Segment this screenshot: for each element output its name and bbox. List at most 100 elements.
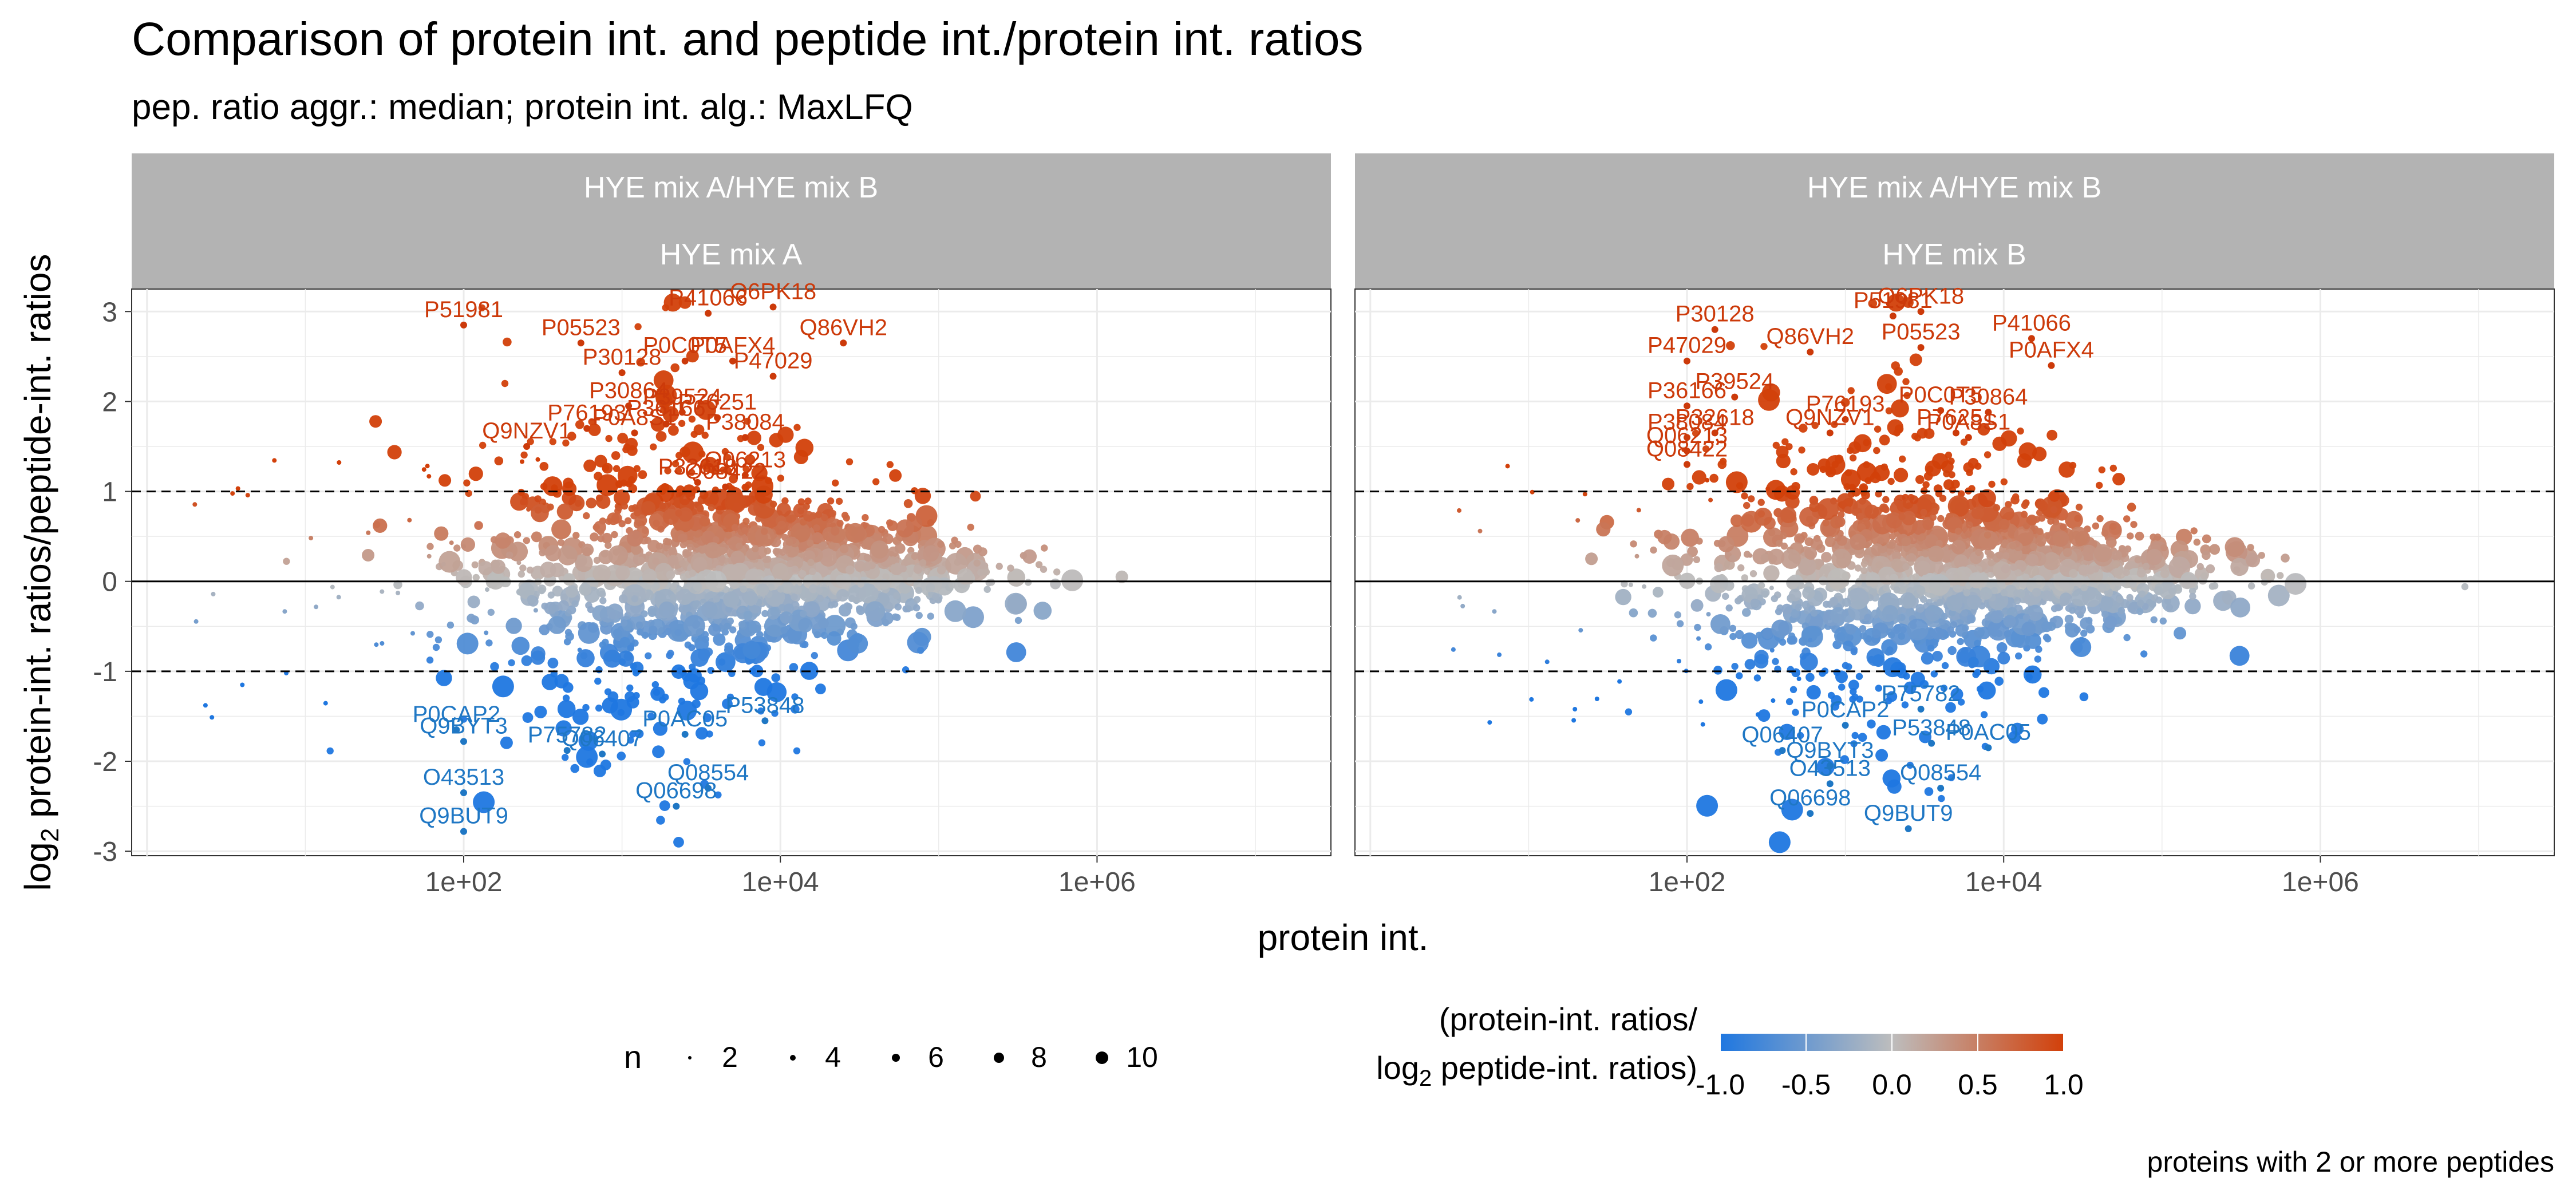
protein-label: O43513 (423, 765, 504, 790)
data-point (578, 730, 599, 751)
protein-label: P38084 (706, 409, 785, 434)
data-point (1821, 552, 1832, 563)
data-point (1726, 341, 1735, 350)
data-point (1650, 634, 1657, 642)
data-point (1628, 582, 1633, 587)
panel-1-strip (1355, 153, 2554, 289)
data-point (230, 491, 235, 496)
data-point (1949, 486, 1956, 494)
legend-n-label: 4 (825, 1041, 841, 1073)
protein-label: Q06407 (1741, 722, 1823, 748)
data-point (558, 600, 569, 611)
data-point (1765, 480, 1786, 500)
data-point (1882, 584, 1890, 591)
data-point (790, 586, 797, 593)
data-point (831, 600, 839, 608)
data-point (548, 616, 566, 634)
data-point (531, 531, 542, 543)
data-point (713, 595, 721, 603)
data-point (2002, 552, 2010, 560)
data-point (2150, 616, 2158, 624)
data-point (1497, 652, 1502, 657)
data-point (769, 500, 777, 508)
data-point (2229, 646, 2250, 666)
data-point (387, 445, 402, 460)
y-axis-title-rest: protein-int. ratios/peptide-int. ratios (17, 254, 58, 828)
data-point (819, 548, 837, 567)
data-point (815, 511, 823, 519)
labeled-point (1937, 407, 1945, 414)
data-point (614, 507, 622, 515)
data-point (702, 713, 712, 722)
data-point (2245, 553, 2261, 568)
data-point (557, 539, 565, 546)
legend-color-label: 0.5 (1958, 1069, 1998, 1101)
protein-label: P30128 (1676, 302, 1755, 327)
data-point (2134, 556, 2142, 564)
data-point (374, 642, 379, 647)
data-point (282, 609, 287, 614)
data-point (1033, 602, 1052, 620)
data-point (2004, 630, 2011, 638)
protein-label: Q9NZV1 (482, 418, 571, 444)
data-point (745, 481, 752, 489)
data-point (1657, 529, 1672, 545)
data-point (527, 438, 534, 445)
data-point (1833, 669, 1840, 677)
data-point (2174, 627, 2187, 640)
data-point (2026, 553, 2039, 567)
data-point (660, 483, 670, 492)
data-point (1887, 631, 1895, 639)
data-point (1908, 553, 1915, 560)
data-point (1887, 477, 1895, 485)
data-point (2075, 503, 2083, 511)
panel-1-strip-top: HYE mix A/HYE mix B (1807, 171, 2101, 204)
data-point (780, 611, 793, 624)
data-point (708, 623, 721, 636)
data-point (675, 509, 682, 517)
x-tick-label: 1e+04 (742, 867, 819, 897)
panel-0-strip (132, 153, 1331, 289)
data-point (865, 601, 885, 622)
data-point (1924, 787, 1934, 796)
data-point (1754, 654, 1769, 669)
data-point (777, 520, 787, 530)
data-point (1875, 749, 1888, 762)
data-point (781, 497, 789, 505)
data-point (995, 563, 1003, 570)
data-point (1850, 740, 1858, 748)
data-point (1757, 499, 1765, 506)
data-point (1876, 374, 1897, 394)
data-point (1798, 446, 1805, 454)
legend-color-title-1: (protein-int. ratios/ (1439, 1001, 1698, 1037)
data-point (1838, 683, 1846, 691)
data-point (1886, 548, 1894, 555)
data-point (724, 642, 733, 651)
data-point (862, 514, 869, 521)
data-point (755, 527, 775, 547)
protein-label: Q06213 (705, 447, 786, 472)
data-point (1947, 646, 1957, 655)
data-point (730, 551, 745, 566)
data-point (631, 595, 639, 603)
data-point (1729, 555, 1737, 563)
data-point (1573, 707, 1578, 711)
data-point (1760, 343, 1768, 350)
data-point (824, 615, 846, 637)
data-point (1977, 681, 1996, 700)
data-point (1840, 398, 1850, 407)
data-point (635, 621, 643, 629)
data-point (804, 601, 820, 618)
data-point (902, 666, 910, 674)
labeled-point (705, 785, 712, 792)
protein-label: O43513 (1789, 756, 1871, 781)
data-point (586, 497, 597, 509)
protein-label: Q9NZV1 (1785, 405, 1875, 430)
data-point (1981, 563, 1988, 570)
data-point (815, 683, 826, 694)
data-point (1487, 720, 1492, 725)
data-point (1050, 578, 1061, 590)
data-point (2193, 539, 2200, 546)
data-point (1957, 698, 1965, 706)
protein-label: P76193 (547, 401, 626, 426)
